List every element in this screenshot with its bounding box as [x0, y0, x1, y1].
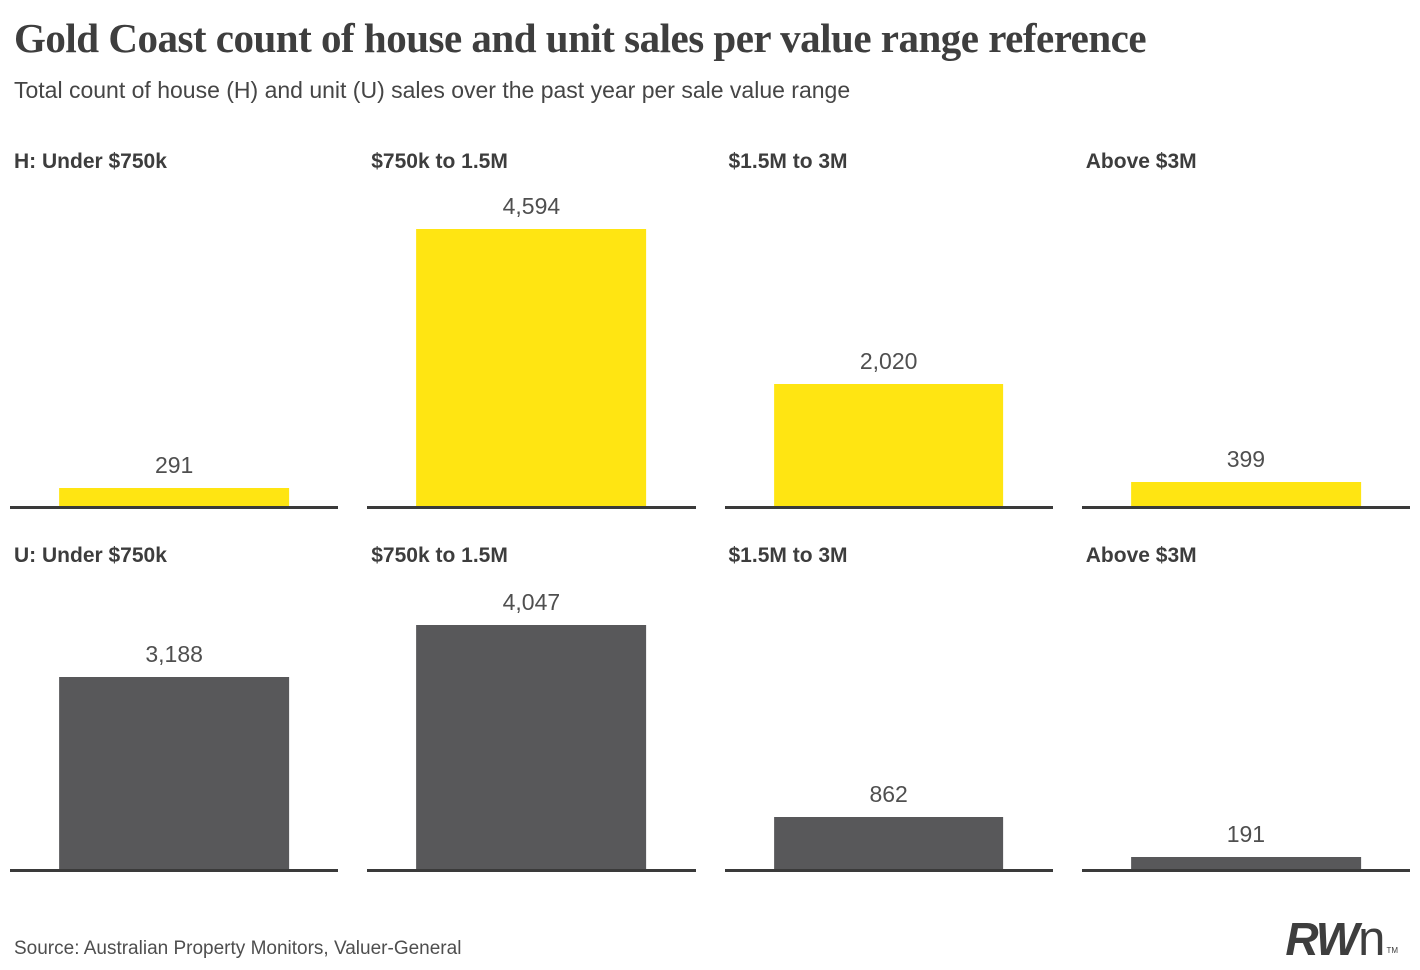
plot-area: 4,047 [367, 573, 696, 873]
chart-header: Gold Coast count of house and unit sales… [0, 0, 1420, 105]
plot-area: 399 [1081, 179, 1410, 509]
plot-area: 3,188 [10, 573, 339, 873]
bar [59, 677, 290, 870]
page-title: Gold Coast count of house and unit sales… [14, 15, 1147, 61]
bar-value-label: 399 [1226, 445, 1266, 472]
range-label: $1.5M to 3M [728, 149, 848, 173]
bar [416, 228, 647, 506]
bar-value-label: 191 [1226, 821, 1266, 848]
plot-area: 862 [724, 573, 1053, 873]
plot-area: 2,020 [724, 179, 1053, 509]
chart-houses-1: $750k to 1.5M 4,594 [367, 149, 696, 509]
logo-n-text: n [1358, 912, 1385, 966]
bar-value-label: 862 [869, 781, 908, 808]
bar [416, 625, 647, 870]
chart-houses-2: $1.5M to 3M 2,020 [724, 149, 1053, 509]
bar-value-label: 2,020 [859, 347, 918, 374]
bar [1130, 481, 1361, 506]
trademark-symbol: TM [1386, 946, 1398, 955]
houses-row: H: Under $750k 291 $750k to 1.5M 4,594 $1.5M… [10, 149, 1410, 509]
chart-houses-0: H: Under $750k 291 [10, 149, 339, 509]
range-label: Above $3M [1085, 149, 1197, 173]
rwn-logo: RWn TM [1285, 915, 1398, 964]
bar [773, 817, 1004, 870]
bar [59, 487, 290, 506]
range-label: $750k to 1.5M [371, 543, 508, 567]
range-label: H: Under $750k [14, 149, 167, 173]
range-label: $750k to 1.5M [371, 149, 508, 173]
bar [1130, 857, 1361, 870]
units-row: U: Under $750k 3,188 $750k to 1.5M 4,047 $1.… [10, 543, 1410, 873]
plot-area: 4,594 [367, 179, 696, 509]
chart-units-2: $1.5M to 3M 862 [724, 543, 1053, 873]
logo-rw-text: RW [1285, 913, 1359, 965]
bar [773, 383, 1004, 506]
bar-value-label: 3,188 [145, 641, 203, 668]
bar-value-label: 4,594 [502, 192, 561, 219]
plot-area: 291 [10, 179, 339, 509]
chart-units-3: Above $3M 191 [1081, 543, 1410, 873]
chart-units-1: $750k to 1.5M 4,047 [367, 543, 696, 873]
chart-houses-3: Above $3M 399 [1081, 149, 1410, 509]
footer: Source: Australian Property Monitors, Va… [14, 915, 1398, 964]
bar-value-label: 4,047 [502, 589, 561, 616]
plot-area: 191 [1081, 573, 1410, 873]
source-note: Source: Australian Property Monitors, Va… [14, 938, 462, 959]
chart-units-0: U: Under $750k 3,188 [10, 543, 339, 873]
range-label: $1.5M to 3M [728, 543, 848, 567]
range-label: Above $3M [1085, 543, 1197, 567]
page-subtitle: Total count of house (H) and unit (U) sa… [14, 76, 851, 103]
range-label: U: Under $750k [14, 543, 167, 567]
bar-value-label: 291 [154, 451, 194, 478]
